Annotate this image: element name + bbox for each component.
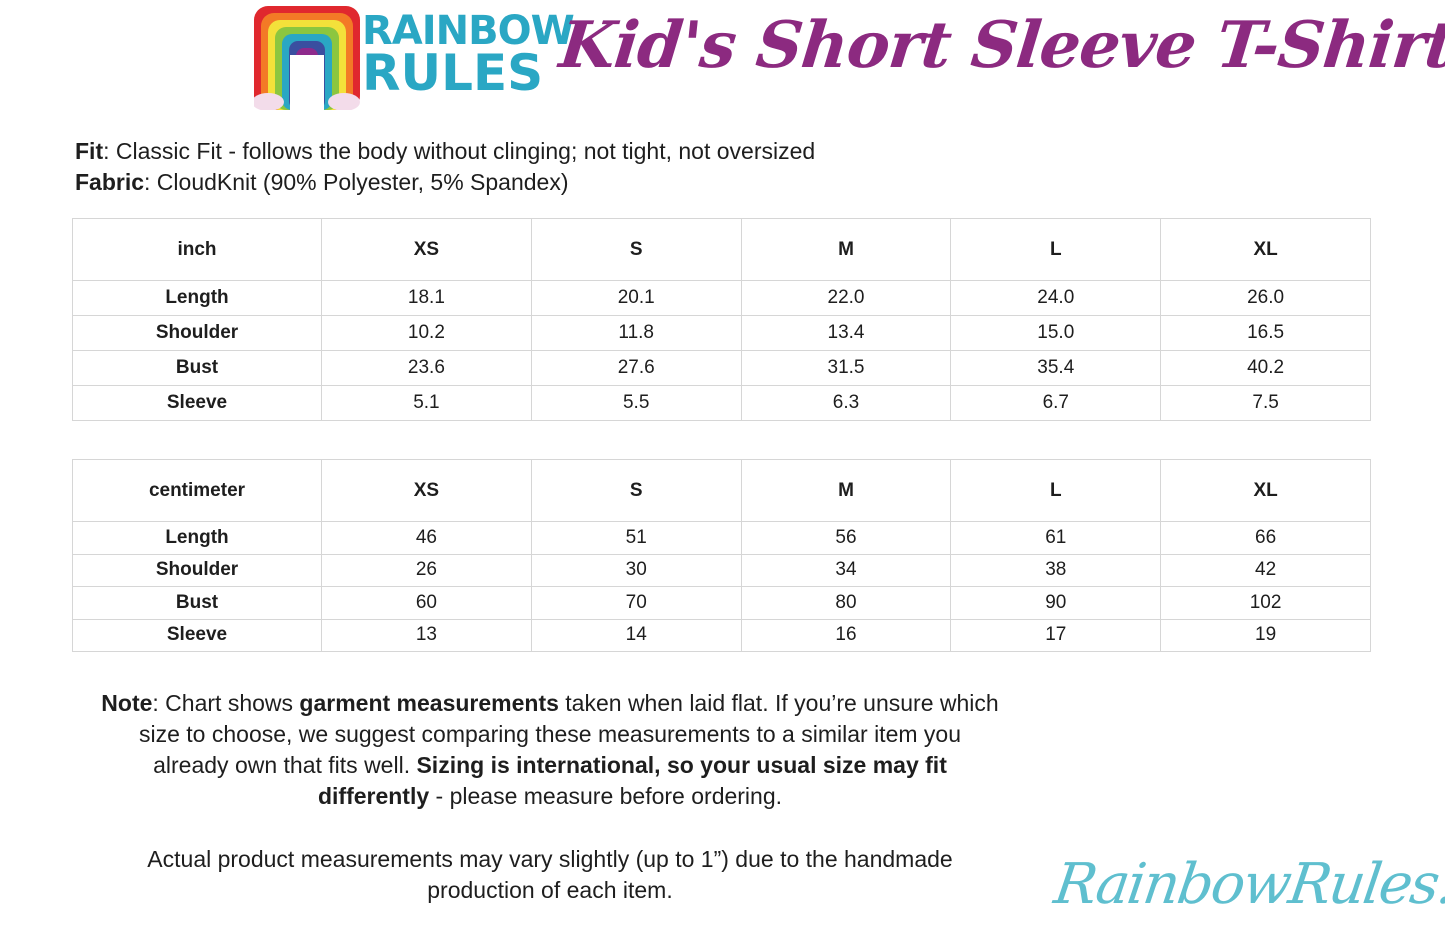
row-label: Shoulder <box>72 315 322 351</box>
table-cell: 13 <box>321 618 532 652</box>
table-cell: 31.5 <box>740 350 952 386</box>
table-cell: 7.5 <box>1160 385 1371 421</box>
cloud-icon <box>254 93 284 110</box>
table-cell: 14 <box>530 618 742 652</box>
table-row: Length 18.1 20.1 22.0 24.0 26.0 <box>72 280 1371 316</box>
table-cell: 27.6 <box>530 350 742 386</box>
table-cell: 11.8 <box>530 315 742 351</box>
table-row: Bust 23.6 27.6 31.5 35.4 40.2 <box>72 350 1371 386</box>
website-signature: RainbowRules.com <box>1050 852 1445 917</box>
brand-line2: RULES <box>362 44 544 102</box>
product-specs: Fit: Classic Fit - follows the body with… <box>75 136 815 198</box>
table-cell: 46 <box>321 521 532 555</box>
table-cell: 70 <box>530 586 742 620</box>
column-header: M <box>740 459 952 522</box>
table-cell: 35.4 <box>950 350 1162 386</box>
note-text: - please measure before ordering. <box>429 783 783 809</box>
table-cell: 42 <box>1160 553 1371 587</box>
handmade-note: Actual product measurements may vary sli… <box>147 846 953 903</box>
table-cell: 30 <box>530 553 742 587</box>
table-cell: 40.2 <box>1160 350 1371 386</box>
table-cell: 56 <box>740 521 952 555</box>
row-label: Length <box>72 521 322 555</box>
table-header-row: centimeter XS S M L XL <box>72 459 1371 522</box>
table-cell: 34 <box>740 553 952 587</box>
fabric-line: Fabric: CloudKnit (90% Polyester, 5% Spa… <box>75 167 815 198</box>
table-cell: 24.0 <box>950 280 1162 316</box>
note-bold: garment measurements <box>299 690 559 716</box>
row-label: Bust <box>72 350 322 386</box>
table-cell: 66 <box>1160 521 1371 555</box>
column-header: XL <box>1160 459 1371 522</box>
page-title: Kid's Short Sleeve T-Shirt <box>556 8 1445 83</box>
note-text: : Chart shows <box>152 690 300 716</box>
note-bold: Sizing is international, so your usual s… <box>317 752 947 809</box>
column-header: S <box>530 459 742 522</box>
table-cell: 10.2 <box>321 315 532 351</box>
column-header: inch <box>72 218 322 281</box>
note-text: taken when laid flat. If you’re unsure w… <box>139 690 999 778</box>
table-cell: 26 <box>321 553 532 587</box>
table-cell: 38 <box>950 553 1162 587</box>
table-cell: 5.1 <box>321 385 532 421</box>
table-cell: 16.5 <box>1160 315 1371 351</box>
column-header: L <box>950 459 1162 522</box>
table-cell: 6.7 <box>950 385 1162 421</box>
row-label: Sleeve <box>72 385 322 421</box>
rainbow-logo-icon <box>254 6 360 110</box>
table-cell: 22.0 <box>740 280 952 316</box>
column-header: XS <box>321 459 532 522</box>
row-label: Bust <box>72 586 322 620</box>
table-cell: 61 <box>950 521 1162 555</box>
row-label: Length <box>72 280 322 316</box>
rainbow-center <box>290 55 324 110</box>
cloud-icon <box>328 93 360 110</box>
table-row: Shoulder 10.2 11.8 13.4 15.0 16.5 <box>72 315 1371 351</box>
brand-line1: RAINBOW <box>362 8 575 54</box>
table-row: Length 46 51 56 61 66 <box>72 521 1371 555</box>
table-cell: 90 <box>950 586 1162 620</box>
row-label: Shoulder <box>72 553 322 587</box>
table-cell: 17 <box>950 618 1162 652</box>
table-cell: 13.4 <box>740 315 952 351</box>
brand-logo: RAINBOW RULES <box>254 6 575 112</box>
table-cell: 6.3 <box>740 385 952 421</box>
table-cell: 23.6 <box>321 350 532 386</box>
table-cell: 15.0 <box>950 315 1162 351</box>
note-label: Note <box>101 690 153 716</box>
table-header-row: inch XS S M L XL <box>72 218 1371 281</box>
table-row: Shoulder 26 30 34 38 42 <box>72 553 1371 587</box>
table-cell: 20.1 <box>530 280 742 316</box>
measurement-note: Note: Chart shows garment measurements t… <box>100 688 1000 812</box>
row-label: Sleeve <box>72 618 322 652</box>
table-cell: 26.0 <box>1160 280 1371 316</box>
table-cell: 16 <box>740 618 952 652</box>
table-cell: 19 <box>1160 618 1371 652</box>
table-cell: 51 <box>530 521 742 555</box>
column-header: XS <box>321 218 532 281</box>
fit-label: Fit <box>75 138 104 164</box>
table-row: Sleeve 13 14 16 17 19 <box>72 618 1371 652</box>
column-header: XL <box>1160 218 1371 281</box>
table-cell: 60 <box>321 586 532 620</box>
column-header: M <box>740 218 952 281</box>
column-header: S <box>530 218 742 281</box>
table-cell: 18.1 <box>321 280 532 316</box>
column-header: centimeter <box>72 459 322 522</box>
inch-size-table: inch XS S M L XL Length 18.1 20.1 22.0 24.0 26.0 Sho… <box>72 218 1371 421</box>
column-header: L <box>950 218 1162 281</box>
table-row: Bust 60 70 80 90 102 <box>72 586 1371 620</box>
table-cell: 5.5 <box>530 385 742 421</box>
centimeter-size-table: centimeter XS S M L XL Length 46 51 56 61 66 Shoulde… <box>72 459 1371 652</box>
fit-line: Fit: Classic Fit - follows the body with… <box>75 136 815 167</box>
fabric-label: Fabric <box>75 169 145 195</box>
fit-value: : Classic Fit - follows the body without… <box>103 138 816 164</box>
brand-wordmark: RAINBOW RULES <box>362 8 575 102</box>
fabric-value: : CloudKnit (90% Polyester, 5% Spandex) <box>144 169 569 195</box>
table-cell: 102 <box>1160 586 1371 620</box>
table-cell: 80 <box>740 586 952 620</box>
table-row: Sleeve 5.1 5.5 6.3 6.7 7.5 <box>72 385 1371 421</box>
